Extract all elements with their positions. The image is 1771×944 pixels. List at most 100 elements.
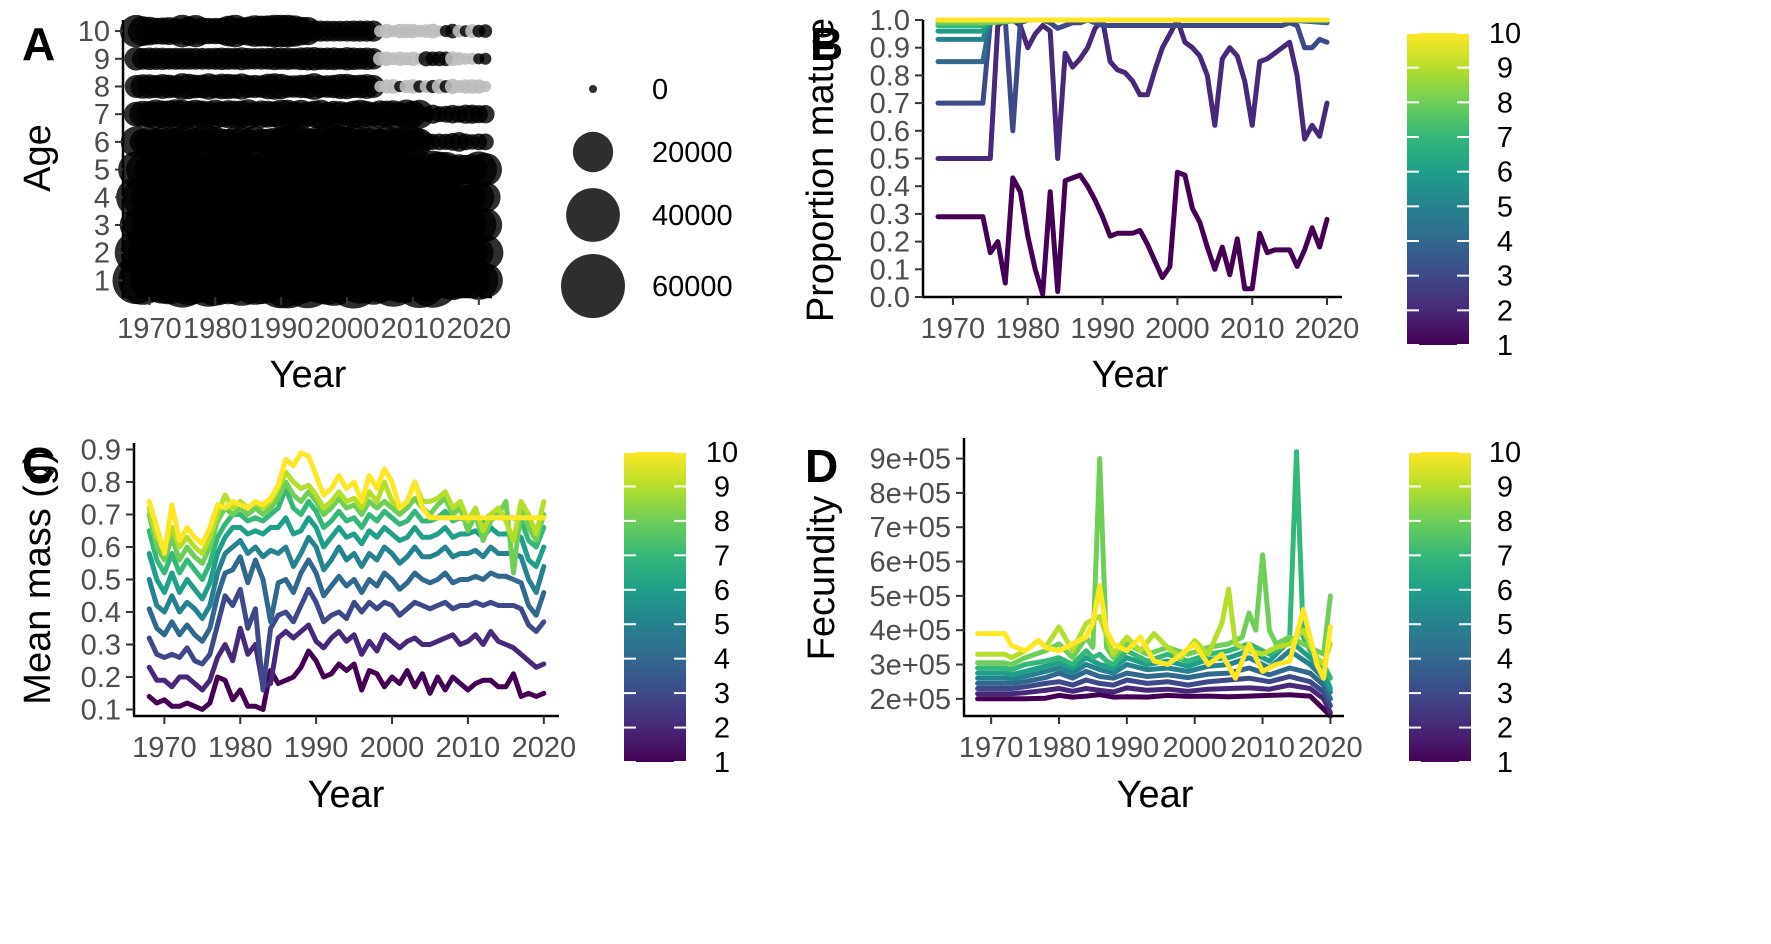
- panel-c-colorbar-label: 8: [714, 506, 730, 538]
- panel-b-colorbar-label: 2: [1497, 295, 1513, 327]
- panel-d-y-tick-label: 2e+05: [870, 684, 951, 716]
- panel-b-x-tick-label: 1980: [995, 313, 1060, 345]
- panel-a-x-tick-label: 1990: [249, 313, 314, 345]
- panel-c-series-age-1: [146, 648, 547, 712]
- panel-c-ticks: 1970 1980 1990 2000 2010 20200.10.20.30.40.50…: [81, 435, 576, 765]
- panel-b-ticks: 1970 1980 1990 2000 2010 20200.00.10.20.30.40…: [870, 5, 1360, 345]
- panel-d-colorbar-label: 1: [1497, 747, 1513, 779]
- panel-c-colorbar-label: 9: [714, 471, 730, 503]
- panel-b-colorbar-label: 3: [1497, 261, 1513, 293]
- panel-d-ticks: 1970 1980 1990 2000 2010 2020 2e+053e+054e+055…: [870, 444, 1363, 764]
- panel-c-y-tick-label: 0.6: [81, 532, 121, 564]
- panel-b-colorbar-bar: [1407, 33, 1469, 345]
- panel-c: 1970 1980 1990 2000 2010 20200.10.20.30.40.50…: [17, 435, 738, 817]
- panel-a-size-legend-key: [589, 85, 597, 93]
- panel-a-y-title: Age: [17, 124, 59, 192]
- panel-a-y-tick-label: 10: [78, 16, 110, 48]
- panel-d-colorbar-bar: [1409, 452, 1471, 762]
- panel-c-y-title: Mean mass (g): [17, 451, 59, 704]
- panel-b-y-tick-label: 0.5: [870, 144, 910, 176]
- panel-b-x-tick-label: 2010: [1220, 313, 1285, 345]
- panel-d-colorbar-label: 6: [1497, 575, 1513, 607]
- panel-d-x-tick-label: 1990: [1095, 732, 1160, 764]
- panel-a-y-tick-label: 2: [94, 238, 110, 270]
- panel-c-colorbar-label: 7: [714, 540, 730, 572]
- panel-b-y-tick-label: 0.1: [870, 254, 910, 286]
- panel-a-bubble: [479, 80, 492, 93]
- panel-d-x-tick-label: 2020: [1298, 732, 1363, 764]
- panel-d-y-title: Fecundity: [801, 496, 843, 661]
- panel-d: 1970 1980 1990 2000 2010 20202e+053e+054e+055…: [801, 437, 1521, 816]
- panel-d-colorbar-label: 3: [1497, 678, 1513, 710]
- panel-c-plot: [146, 450, 547, 712]
- panel-c-colorbar-label: 10: [706, 437, 738, 469]
- panel-a-size-legend: 0 20000 40000 60000: [561, 74, 733, 318]
- panel-d-x-tick-label: 2010: [1230, 732, 1295, 764]
- panel-d-y-tick-label: 7e+05: [870, 512, 951, 544]
- panel-b-y-tick-label: 0.8: [870, 60, 910, 92]
- panel-c-colorbar-label: 3: [714, 678, 730, 710]
- panel-b-y-title: Proportion mature: [800, 18, 842, 322]
- panel-d-series-age-10: [975, 583, 1333, 681]
- panel-c-series-age-3: [146, 586, 547, 693]
- panel-a-y-tick-label: 1: [94, 265, 110, 297]
- panel-a-x-tick-label: 1970: [117, 313, 182, 345]
- panel-c-tag: C: [22, 438, 55, 490]
- panel-b-colorbar-label: 8: [1497, 87, 1513, 119]
- panel-a-bubble: [467, 234, 504, 271]
- panel-a-bubble: [479, 52, 492, 65]
- panel-d-x-title: Year: [1117, 774, 1194, 816]
- panel-b-colorbar-label: 7: [1497, 122, 1513, 154]
- panel-c-x-tick-label: 1970: [132, 732, 197, 764]
- panel-d-colorbar-label: 5: [1497, 609, 1513, 641]
- panel-b-colorbar-label: 10: [1489, 18, 1521, 50]
- panel-a-y-tick-label: 6: [94, 127, 110, 159]
- panel-a-x-tick-label: 2010: [381, 313, 446, 345]
- panel-b-x-tick-label: 2000: [1145, 313, 1210, 345]
- panel-a-y-tick-label: 7: [94, 99, 110, 131]
- panel-c-y-tick-label: 0.2: [81, 662, 121, 694]
- panel-a-y-tick-label: 3: [94, 210, 110, 242]
- panel-d-series-age-2: [975, 682, 1333, 716]
- panel-b-colorbar-label: 5: [1497, 191, 1513, 223]
- panel-a-x-title: Year: [270, 354, 347, 396]
- panel-d-y-tick-label: 6e+05: [870, 547, 951, 579]
- panel-a-bubble: [477, 133, 494, 151]
- panel-a-plot: [112, 14, 504, 309]
- panel-a-bubble: [468, 153, 502, 187]
- panel-b-y-tick-label: 1.0: [870, 5, 910, 37]
- panel-d-series-age-3: [975, 674, 1333, 709]
- panel-a-y-tick-label: 8: [94, 71, 110, 103]
- panel-a-bubble: [476, 105, 495, 124]
- panel-c-colorbar-label: 1: [714, 747, 730, 779]
- panel-a-bubble: [478, 24, 493, 38]
- panel-c-x-tick-label: 2000: [360, 732, 425, 764]
- panel-a-bubble: [361, 75, 385, 98]
- panel-c-colorbar-label: 5: [714, 609, 730, 641]
- panel-c-x-title: Year: [308, 774, 385, 816]
- panel-d-colorbar-label: 9: [1497, 471, 1513, 503]
- panel-d-y-tick-label: 4e+05: [870, 615, 951, 647]
- panel-a-bubble: [470, 182, 501, 213]
- panel-d-colorbar-label: 2: [1497, 713, 1513, 745]
- panel-a-bubble: [468, 208, 503, 242]
- panel-c-y-tick-label: 0.3: [81, 630, 121, 662]
- panel-d-tag: D: [805, 440, 838, 492]
- panel-a-x-tick-label: 2000: [315, 313, 380, 345]
- panel-c-y-tick-label: 0.9: [81, 435, 121, 467]
- panel-d-y-tick-label: 8e+05: [870, 478, 951, 510]
- panel-b-colorbar-label: 1: [1497, 330, 1513, 362]
- panel-a-y-tick-label: 5: [94, 155, 110, 187]
- panel-d-colorbar-label: 8: [1497, 506, 1513, 538]
- panel-c-colorbar-label: 4: [714, 644, 730, 676]
- panel-a-y-tick-label: 9: [94, 44, 110, 76]
- panel-d-y-tick-label: 3e+05: [870, 650, 951, 682]
- panel-b-x-tick-label: 2020: [1295, 313, 1360, 345]
- panel-b-tag: B: [810, 18, 843, 70]
- panel-b-x-tick-label: 1970: [921, 313, 986, 345]
- panel-a-size-legend-label: 20000: [652, 137, 733, 169]
- panel-c-series-age-10: [146, 450, 547, 556]
- panel-b-x-title: Year: [1092, 354, 1169, 396]
